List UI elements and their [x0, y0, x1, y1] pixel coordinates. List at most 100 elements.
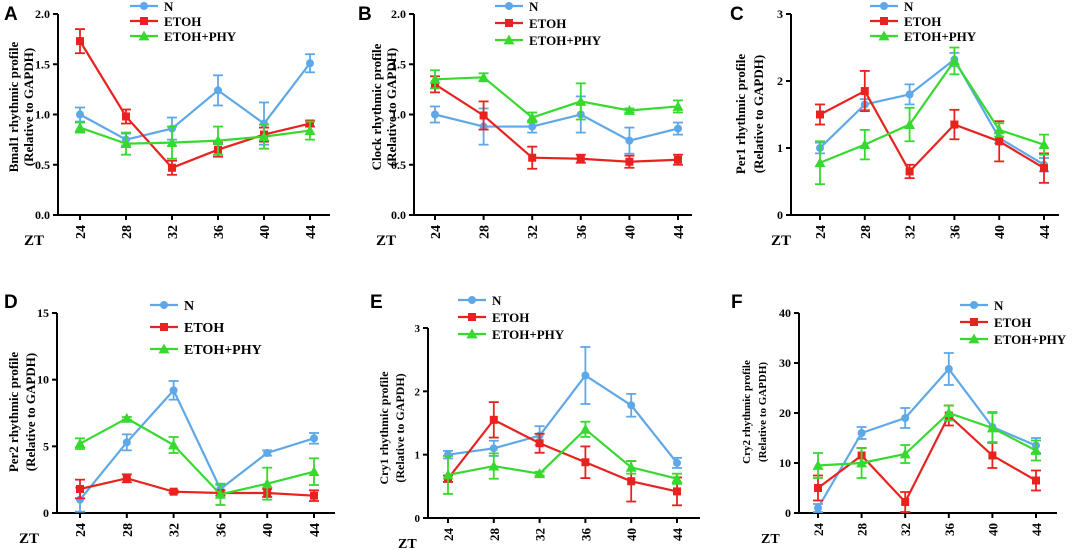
y-tick-label-d: 0	[43, 506, 49, 520]
legend-label-etoh-plus-phy-a: ETOH+PHY	[164, 29, 237, 44]
series-line-n-b	[434, 113, 679, 142]
data-point-etoh-plus-phy-c	[1038, 139, 1050, 150]
legend-label-n-e: N	[492, 293, 502, 308]
data-point-etoh-plus-phy-f	[986, 422, 998, 433]
plot-area-d: 0 5 10 15 24 28 32 36 40 44 ZT N ETOH ETOH+PHY	[19, 299, 335, 547]
y-axis-label-f-line2: (Relative to GAPDH)	[757, 362, 769, 463]
data-point-n-b	[674, 124, 682, 133]
y-axis-label-d-line2: (Relative to GAPDH)	[23, 353, 38, 471]
data-point-etoh-plus-phy-d	[168, 439, 180, 450]
x-tick-label-a: 44	[304, 225, 319, 239]
series-line-etoh-plus-phy-c	[819, 58, 1045, 164]
data-point-etoh-plus-phy-c	[859, 139, 871, 150]
series-line-n-e	[447, 374, 678, 464]
legend-marker-etoh-c	[880, 17, 888, 25]
data-point-etoh-plus-phy-b	[623, 104, 635, 115]
legend-marker-etoh-a	[140, 17, 148, 25]
x-tick-label-f: 40	[985, 523, 1000, 536]
legend-marker-etoh-plus-phy-a	[138, 30, 150, 41]
data-point-etoh-plus-phy-e	[671, 473, 683, 484]
y-axis-label-c-line1: Per1 rhythmic profile	[733, 54, 748, 175]
data-point-etoh-b	[674, 155, 682, 164]
y-tick-label-e: 3	[415, 323, 421, 335]
x-tick-label-e: 44	[670, 528, 685, 542]
legend-marker-n-b	[505, 2, 513, 10]
y-tick-label-f: 0	[785, 506, 791, 520]
x-tick-label-a: 24	[74, 225, 89, 239]
data-point-n-f	[901, 414, 910, 422]
data-point-etoh-b	[625, 157, 634, 166]
data-point-etoh-plus-phy-b	[575, 95, 587, 106]
legend-marker-etoh-b	[505, 19, 513, 27]
panel-f: F Cry2 rhythmic profile (Relative to GAP…	[731, 292, 1067, 547]
y-tick-label-e: 2	[415, 386, 421, 398]
data-point-etoh-a	[122, 112, 130, 121]
data-point-etoh-d	[76, 485, 84, 493]
data-point-etoh-plus-phy-b	[429, 73, 441, 84]
plot-area-b: 0.0 0.5 1.0 1.5 2.0 24 28 32 36 40 44 ZT N ETOH ETOH+P…	[376, 0, 692, 249]
data-point-etoh-f	[901, 498, 910, 506]
data-point-n-e	[627, 401, 636, 410]
x-tick-label-d: 40	[261, 523, 276, 537]
y-tick-label-e: 1	[415, 450, 421, 462]
data-point-etoh-e	[489, 415, 498, 424]
y-tick-label-d: 15	[37, 306, 49, 320]
data-point-etoh-b	[576, 154, 585, 163]
x-tick-label-c: 40	[993, 225, 1008, 239]
data-point-n-d	[310, 434, 318, 443]
legend-label-etoh-b: ETOH	[529, 16, 566, 31]
series-line-etoh-plus-phy-a	[79, 126, 311, 145]
y-axis-label-f-line1: Cry2 rhythmic profile	[741, 360, 753, 464]
data-point-etoh-plus-phy-c	[904, 119, 916, 129]
data-point-etoh-f	[814, 484, 822, 492]
x-tick-label-c: 28	[859, 225, 874, 239]
data-point-etoh-plus-phy-d	[214, 488, 226, 499]
data-point-etoh-plus-phy-c	[814, 157, 826, 168]
legend-marker-etoh-plus-phy-b	[503, 34, 515, 45]
legend-label-n-a: N	[164, 0, 174, 14]
series-line-etoh-a	[79, 40, 311, 170]
data-point-etoh-plus-phy-f	[899, 448, 911, 459]
legend-marker-etoh-f	[970, 318, 978, 326]
x-tick-label-a: 36	[212, 225, 227, 239]
panel-b: B Clock rhythmic profile (Relative to GA…	[358, 0, 692, 249]
data-point-etoh-a	[76, 37, 84, 46]
y-tick-label-c: 0	[777, 208, 783, 222]
legend-marker-etoh-plus-phy-c	[878, 30, 890, 41]
x-tick-label-d: 28	[121, 523, 136, 537]
panel-label-e: E	[370, 292, 383, 313]
x-tick-label-c: 32	[904, 225, 919, 239]
y-tick-label-c: 3	[777, 7, 783, 21]
y-axis-label-a-line1: Bmal1 rhythmic profile	[6, 42, 21, 173]
panel-label-b: B	[358, 4, 372, 25]
x-tick-label-b: 36	[575, 225, 590, 239]
data-point-etoh-plus-phy-c	[948, 55, 960, 66]
x-tick-label-c: 44	[1038, 225, 1053, 239]
x-tick-label-f: 32	[898, 523, 913, 536]
x-axis-label-a: ZT	[24, 233, 44, 249]
data-point-etoh-b	[479, 111, 488, 120]
data-point-etoh-e	[627, 477, 636, 486]
data-point-n-e	[673, 458, 681, 467]
data-point-n-f	[857, 429, 866, 437]
legend-marker-etoh-plus-phy-f	[968, 333, 980, 344]
legend-label-etoh-plus-phy-c: ETOH+PHY	[904, 29, 977, 44]
data-point-etoh-plus-phy-e	[488, 460, 500, 471]
x-tick-label-b: 32	[526, 225, 541, 239]
panel-a: A Bmal1 rhythmic profile (Relative to GA…	[4, 0, 330, 249]
data-point-etoh-plus-phy-e	[534, 468, 546, 479]
series-line-etoh-d	[79, 477, 315, 497]
data-point-etoh-plus-phy-d	[261, 478, 273, 489]
x-axis-label-c: ZT	[771, 233, 791, 249]
data-point-etoh-plus-phy-e	[579, 423, 591, 434]
data-point-n-e	[581, 371, 590, 380]
data-point-etoh-e	[535, 439, 544, 448]
data-point-etoh-d	[169, 487, 178, 496]
y-axis-label-c-line2: (Relative to GAPDH)	[751, 55, 766, 173]
y-axis-label-b-line1: Clock rhythmic profile	[369, 43, 384, 170]
y-tick-label-f: 20	[779, 406, 791, 420]
x-tick-label-d: 44	[308, 523, 323, 537]
x-tick-label-c: 36	[948, 225, 963, 239]
